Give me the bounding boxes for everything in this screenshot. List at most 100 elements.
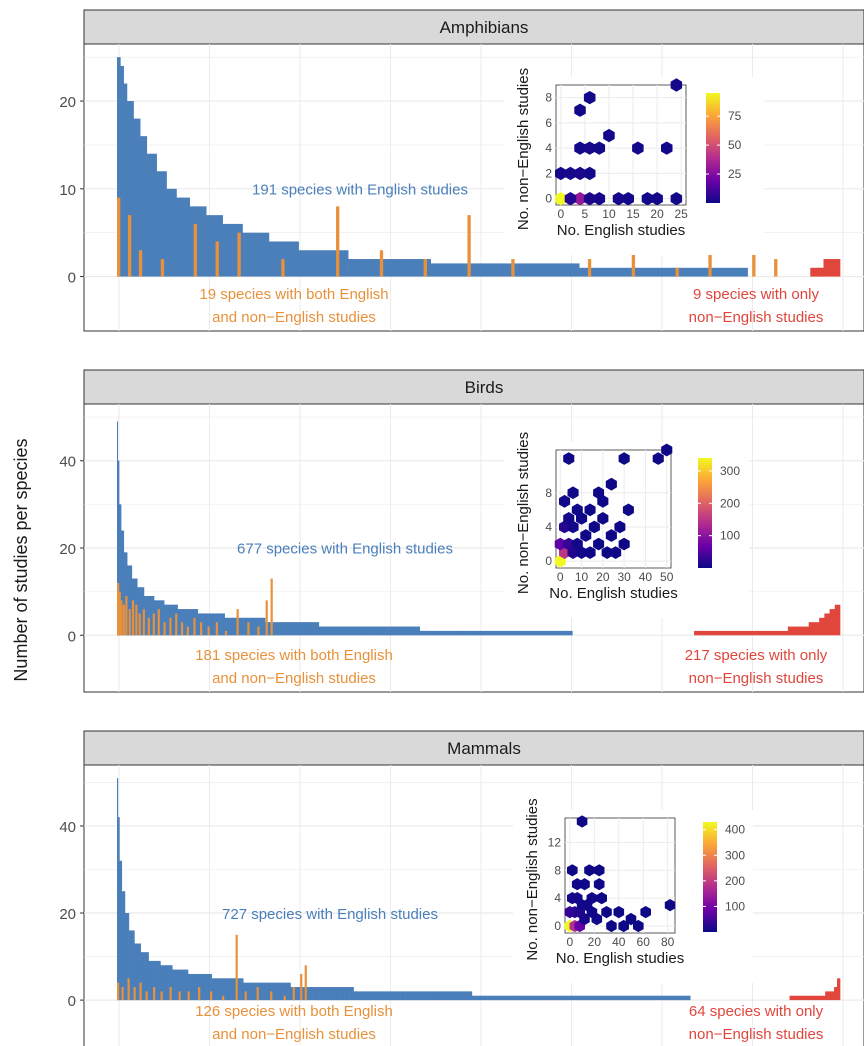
bar-english [586, 995, 588, 1001]
bar-english [549, 263, 554, 277]
label-english-only: 677 species with English studies [237, 541, 453, 558]
bar-english [337, 987, 339, 1001]
bar-english [359, 991, 361, 1001]
bar-english [318, 622, 320, 636]
bar-english [477, 995, 479, 1001]
inset-hex [576, 512, 588, 525]
bar-both [163, 622, 166, 636]
bar-english [378, 626, 380, 636]
bar-english [402, 626, 404, 636]
bar-english [466, 991, 468, 1001]
bar-english [506, 995, 508, 1001]
bar-english [285, 622, 287, 636]
bar-english [499, 263, 504, 277]
bar-english [281, 622, 283, 636]
bar-english [153, 153, 157, 277]
bar-english [676, 995, 678, 1001]
bar-english [509, 630, 511, 636]
bar-english [585, 995, 587, 1001]
bar-english [125, 552, 127, 636]
bar-english [284, 982, 286, 1001]
bar-english [172, 604, 174, 636]
bar-english [698, 267, 702, 277]
bar-english [644, 995, 646, 1001]
bar-english [121, 530, 123, 636]
bar-english [423, 630, 425, 636]
bar-english [570, 995, 572, 1001]
inset-hex [593, 878, 605, 891]
bar-english [361, 259, 365, 277]
bar-english [308, 987, 310, 1001]
bar-english [638, 995, 640, 1001]
bar-english [150, 960, 152, 1001]
bar-english [326, 626, 328, 636]
bar-english [661, 267, 666, 277]
bar-english [133, 118, 138, 277]
bar-english [623, 995, 626, 1001]
bar-english [627, 995, 629, 1001]
bar-english [289, 622, 291, 636]
bar-english [387, 991, 389, 1001]
bar-english [657, 995, 660, 1001]
bar-english [232, 978, 235, 1001]
bar-english [373, 626, 375, 636]
bar-english [572, 263, 577, 277]
bar-english [472, 630, 474, 636]
bar-english [508, 995, 510, 1001]
bar-english [422, 991, 425, 1001]
bar-english [223, 613, 225, 636]
bar-english [416, 991, 418, 1001]
bar-english [219, 978, 221, 1001]
bar-both [207, 626, 210, 636]
bar-english [485, 995, 488, 1001]
bar-english [436, 630, 438, 636]
bar-english [191, 609, 193, 636]
bar-english [255, 617, 257, 636]
bar-english [120, 860, 122, 1001]
bar-english [328, 987, 330, 1001]
bar-english [262, 982, 264, 1001]
bar-english [200, 973, 202, 1001]
bar-english [283, 982, 285, 1001]
bar-english [471, 995, 473, 1001]
bar-english [376, 991, 378, 1001]
bar-english [676, 995, 678, 1001]
bar-english [240, 978, 242, 1001]
bar-english [559, 263, 564, 277]
bar-english [582, 995, 585, 1001]
bar-english [437, 991, 439, 1001]
bar-english [406, 626, 408, 636]
bar-english [426, 991, 428, 1001]
bar-english [547, 630, 549, 636]
bar-english [357, 991, 359, 1001]
bar-english [481, 995, 483, 1001]
bar-english [451, 991, 453, 1001]
bar-english [317, 987, 319, 1001]
bar-english [412, 991, 414, 1001]
bar-english [209, 613, 211, 636]
bar-english [117, 57, 121, 277]
bar-english [125, 552, 127, 636]
bar-english [146, 952, 148, 1001]
bar-english [158, 960, 160, 1001]
bar-english [156, 171, 161, 277]
bar-english [462, 630, 464, 636]
bar-both [118, 591, 121, 636]
bar-english [290, 622, 292, 636]
bar-english [178, 609, 180, 636]
bar-english [190, 973, 192, 1001]
bar-english [452, 630, 454, 636]
bar-english [418, 626, 420, 636]
bar-english [324, 987, 326, 1001]
bar-english [418, 626, 421, 636]
bar-english [285, 241, 290, 277]
bar-english [448, 991, 451, 1001]
bar-english [521, 630, 523, 636]
bar-english [318, 987, 320, 1001]
bar-both [121, 987, 124, 1001]
bar-english [516, 995, 518, 1001]
bar-english [566, 630, 568, 636]
inset-x-tick: 10 [602, 207, 616, 221]
bar-english [577, 995, 579, 1001]
bar-english [162, 600, 164, 636]
